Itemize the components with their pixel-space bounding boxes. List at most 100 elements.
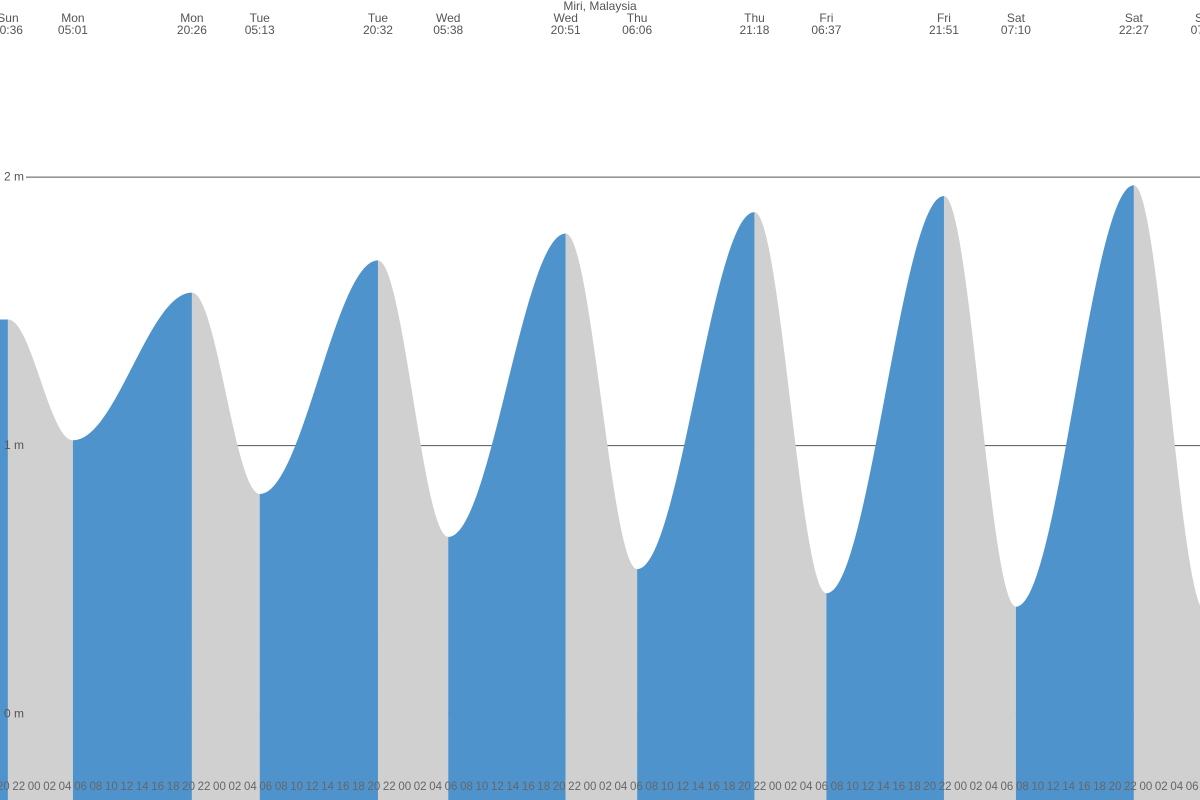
hour-label: 20 <box>367 781 380 793</box>
hour-label: 04 <box>800 781 813 793</box>
hour-label: 00 <box>398 781 411 793</box>
hour-label: 02 <box>43 781 56 793</box>
tide-fill-falling <box>1133 185 1200 800</box>
hour-label: 14 <box>877 781 890 793</box>
hour-label: 22 <box>198 781 211 793</box>
hour-label: 04 <box>59 781 72 793</box>
extreme-time: 06:37 <box>811 23 841 37</box>
hour-label: 02 <box>414 781 427 793</box>
hour-label: 02 <box>1155 781 1168 793</box>
hour-label: 06 <box>74 781 87 793</box>
tide-fill-rising <box>1015 185 1134 800</box>
hour-label: 06 <box>259 781 272 793</box>
tide-fill-falling <box>754 212 827 800</box>
hour-label: 22 <box>753 781 766 793</box>
tide-fill-rising <box>259 260 378 800</box>
hour-label: 04 <box>985 781 998 793</box>
hour-label: 04 <box>615 781 628 793</box>
hour-label: 16 <box>151 781 164 793</box>
hour-label: 18 <box>1093 781 1106 793</box>
hour-label: 20 <box>553 781 566 793</box>
hour-label: 10 <box>1031 781 1044 793</box>
y-tick-label: 0 m <box>4 706 24 720</box>
tide-fill-falling <box>943 195 1016 800</box>
hour-label: 14 <box>136 781 149 793</box>
extreme-day: Mon <box>180 11 203 25</box>
extreme-time: 20:36 <box>0 23 23 37</box>
extreme-day: Wed <box>436 11 460 25</box>
hour-label: 14 <box>692 781 705 793</box>
hour-label: 10 <box>105 781 118 793</box>
extreme-day: Fri <box>819 11 833 25</box>
extreme-day: Sat <box>1007 11 1026 25</box>
extreme-time: 20:32 <box>363 23 393 37</box>
hour-label: 00 <box>213 781 226 793</box>
tide-fill-falling <box>565 233 638 800</box>
hour-label: 20 <box>738 781 751 793</box>
extreme-time: 05:38 <box>433 23 463 37</box>
hour-label: 22 <box>1124 781 1137 793</box>
tide-fills <box>0 185 1200 800</box>
hour-label: 18 <box>167 781 180 793</box>
extreme-day: Sun <box>1195 11 1200 25</box>
tide-fill-rising <box>826 195 944 800</box>
hour-label: 00 <box>584 781 597 793</box>
hour-label: 12 <box>120 781 133 793</box>
extreme-time: 21:51 <box>929 23 959 37</box>
hour-label: 12 <box>306 781 319 793</box>
tide-fill-falling <box>191 292 260 800</box>
hour-label: 06 <box>815 781 828 793</box>
hour-label: 22 <box>12 781 25 793</box>
hour-label: 04 <box>1170 781 1183 793</box>
tide-fill-falling <box>377 260 449 800</box>
hour-label: 08 <box>90 781 103 793</box>
hour-label: 22 <box>383 781 396 793</box>
hour-label: 18 <box>352 781 365 793</box>
extreme-time: 20:26 <box>177 23 207 37</box>
hour-label: 20 <box>0 781 10 793</box>
hour-label: 08 <box>1016 781 1029 793</box>
hour-label: 12 <box>676 781 689 793</box>
extreme-day: Tue <box>250 11 271 25</box>
hour-label: 02 <box>970 781 983 793</box>
hour-label: 16 <box>1078 781 1091 793</box>
hour-label: 02 <box>229 781 242 793</box>
hour-label: 20 <box>182 781 195 793</box>
hour-label: 10 <box>290 781 303 793</box>
extreme-day: Wed <box>553 11 577 25</box>
hour-label: 08 <box>831 781 844 793</box>
extreme-day: Sun <box>0 11 19 25</box>
extreme-day: Thu <box>627 11 648 25</box>
extreme-time: 05:01 <box>58 23 88 37</box>
hour-label: 10 <box>661 781 674 793</box>
hour-label: 06 <box>630 781 643 793</box>
hour-label: 00 <box>1139 781 1152 793</box>
hour-label: 16 <box>337 781 350 793</box>
extreme-time: 06:06 <box>622 23 652 37</box>
extreme-time: 21:18 <box>739 23 769 37</box>
tide-fill-rising <box>448 233 566 800</box>
hour-label: 00 <box>769 781 782 793</box>
tide-fill-rising <box>72 292 192 800</box>
hour-label: 00 <box>28 781 41 793</box>
extreme-day: Sat <box>1125 11 1144 25</box>
extreme-day: Thu <box>744 11 765 25</box>
hour-label: 02 <box>784 781 797 793</box>
hour-label: 04 <box>429 781 442 793</box>
tide-fill-falling <box>7 319 73 800</box>
hour-label: 12 <box>1047 781 1060 793</box>
hour-label: 18 <box>908 781 921 793</box>
chart-title: Miri, Malaysia <box>563 0 637 13</box>
hour-label: 16 <box>892 781 905 793</box>
hour-label: 20 <box>1109 781 1122 793</box>
hour-label: 22 <box>939 781 952 793</box>
y-tick-label: 2 m <box>4 169 24 183</box>
hour-label: 08 <box>460 781 473 793</box>
hour-label: 10 <box>846 781 859 793</box>
hour-label: 18 <box>723 781 736 793</box>
hour-label: 08 <box>275 781 288 793</box>
hour-label: 16 <box>707 781 720 793</box>
